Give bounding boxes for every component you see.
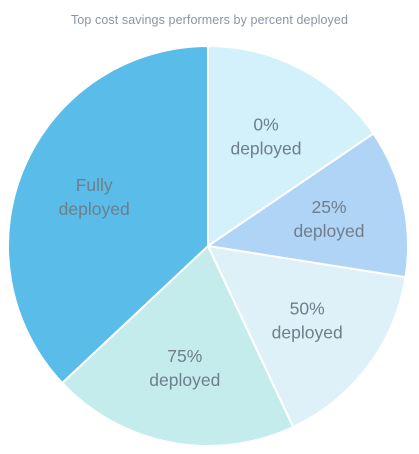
pie-slice-label-0: 0% deployed [230,114,301,158]
chart-title: Top cost savings performers by percent d… [70,13,349,27]
pie-slice-1 [207,132,409,279]
pie-slices [7,45,409,447]
pie-slice-label-4: Fully deployed [59,175,130,219]
pie-slice-label-2: 50% deployed [272,299,343,343]
pie-slice-0 [207,45,375,247]
pie-slice-label-3: 75% deployed [149,346,220,390]
pie-slice-3 [61,245,295,447]
pie-slice-2 [207,245,407,428]
pie-slice-4 [7,45,209,384]
pie-slice-label-1: 25% deployed [293,197,364,241]
pie-labels: 0% deployed 25% deployed 50% deployed 75% deplo… [59,114,365,389]
